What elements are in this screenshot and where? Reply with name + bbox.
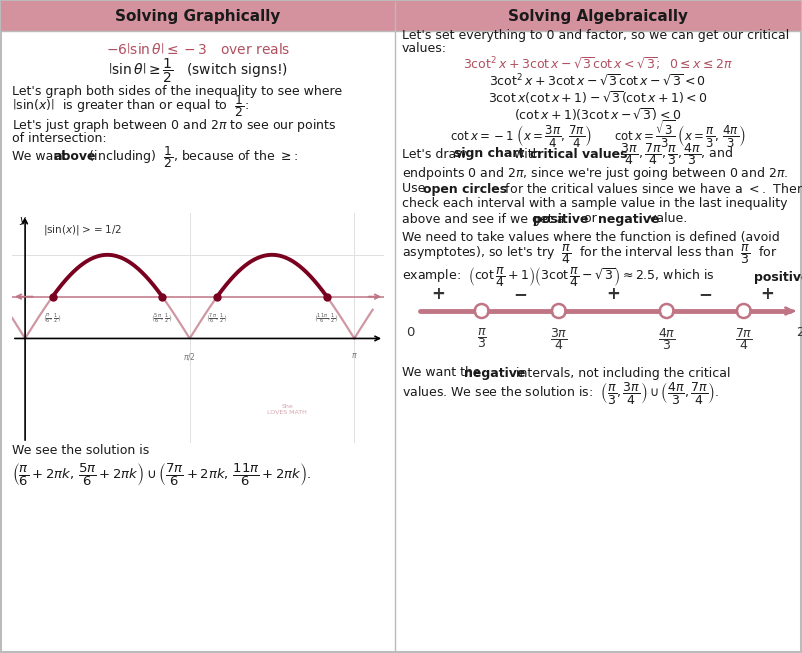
- Text: $\dfrac{4\pi}{3}$: $\dfrac{4\pi}{3}$: [658, 326, 675, 352]
- Text: +: +: [431, 285, 445, 303]
- Circle shape: [739, 306, 749, 317]
- Text: intervals, not including the critical: intervals, not including the critical: [512, 366, 731, 379]
- Text: Solving Algebraically: Solving Algebraically: [508, 8, 688, 24]
- Text: $\dfrac{3\pi}{4}$: $\dfrac{3\pi}{4}$: [550, 326, 568, 352]
- Text: $|\sin(x)| >= 1/2$: $|\sin(x)| >= 1/2$: [43, 223, 122, 237]
- Text: $\left(\frac{7\pi}{6},\frac{1}{2}\right)$: $\left(\frac{7\pi}{6},\frac{1}{2}\right)…: [206, 311, 228, 326]
- Text: y: y: [18, 215, 25, 225]
- Text: $3\cot^2 x+3\cot x-\sqrt{3}\cot x<\sqrt{3};\;\;0\leq x\leq2\pi$: $3\cot^2 x+3\cot x-\sqrt{3}\cot x<\sqrt{…: [463, 56, 733, 72]
- Text: sign chart: sign chart: [454, 148, 525, 161]
- Bar: [1, 1, 801, 31]
- Text: Let's draw: Let's draw: [402, 148, 471, 161]
- Circle shape: [553, 306, 565, 317]
- Text: $\left(\frac{11\pi}{6},\frac{1}{2}\right)$: $\left(\frac{11\pi}{6},\frac{1}{2}\right…: [314, 311, 339, 326]
- Text: Use: Use: [402, 182, 429, 195]
- Text: $3\cot x(\cot x+1)-\sqrt{3}(\cot x+1)<0$: $3\cot x(\cot x+1)-\sqrt{3}(\cot x+1)<0$: [488, 89, 707, 106]
- Text: or: or: [580, 212, 601, 225]
- Text: Solving Graphically: Solving Graphically: [115, 8, 281, 24]
- Text: $\pi$: $\pi$: [351, 351, 358, 360]
- Text: $-6\left|\sin\theta\right|\leq-3$   over reals: $-6\left|\sin\theta\right|\leq-3$ over r…: [106, 42, 290, 57]
- Text: open circles: open circles: [423, 182, 507, 195]
- Text: $\pi/2$: $\pi/2$: [183, 351, 196, 362]
- Text: above and see if we get a: above and see if we get a: [402, 212, 569, 225]
- Text: $\left(\dfrac{\pi}{6}+2\pi k,\,\dfrac{5\pi}{6}+2\pi k\right)\cup\left(\dfrac{7\p: $\left(\dfrac{\pi}{6}+2\pi k,\,\dfrac{5\…: [12, 462, 311, 488]
- Text: We want: We want: [12, 150, 70, 163]
- Circle shape: [661, 306, 672, 317]
- Text: negative: negative: [598, 212, 659, 225]
- Text: check each interval with a sample value in the last inequality: check each interval with a sample value …: [402, 197, 788, 210]
- Text: 0: 0: [406, 326, 414, 339]
- Text: negative: negative: [464, 366, 525, 379]
- Text: −: −: [513, 285, 527, 303]
- Text: +: +: [606, 285, 620, 303]
- Text: Let's set everything to 0 and factor, so we can get our critical: Let's set everything to 0 and factor, so…: [402, 29, 789, 42]
- Text: endpoints 0 and $2\pi$, since we're just going between 0 and $2\pi$.: endpoints 0 and $2\pi$, since we're just…: [402, 165, 788, 182]
- Text: We see the solution is: We see the solution is: [12, 443, 149, 456]
- Text: asymptotes), so let's try  $\dfrac{\pi}{4}$  for the interval less than  $\dfrac: asymptotes), so let's try $\dfrac{\pi}{4…: [402, 242, 778, 266]
- Text: Let's just graph between 0 and $2\pi$ to see our points: Let's just graph between 0 and $2\pi$ to…: [12, 116, 337, 133]
- Text: $3\cot^2 x+3\cot x-\sqrt{3}\cot x-\sqrt{3}<0$: $3\cot^2 x+3\cot x-\sqrt{3}\cot x-\sqrt{…: [489, 73, 707, 89]
- Text: +: +: [760, 285, 774, 303]
- Text: $\dfrac{\pi}{3}$: $\dfrac{\pi}{3}$: [476, 326, 487, 350]
- Text: with: with: [510, 148, 545, 161]
- Text: of intersection:: of intersection:: [12, 133, 107, 146]
- Text: $(\cot x+1)(3\cot x-\sqrt{3})<0$: $(\cot x+1)(3\cot x-\sqrt{3})<0$: [514, 106, 682, 123]
- Text: values:: values:: [402, 42, 447, 56]
- Text: $\left|\sin(x)\right|$  is greater than or equal to  $\dfrac{1}{2}$:: $\left|\sin(x)\right|$ is greater than o…: [12, 93, 249, 119]
- Text: $\left(\frac{5\pi}{6},\frac{1}{2}\right)$: $\left(\frac{5\pi}{6},\frac{1}{2}\right)…: [152, 311, 173, 326]
- Text: $\dfrac{7\pi}{4}$: $\dfrac{7\pi}{4}$: [735, 326, 752, 352]
- Text: value.: value.: [645, 212, 687, 225]
- Text: −: −: [699, 285, 712, 303]
- Text: example:  $\left(\cot\dfrac{\pi}{4}+1\right)\left(3\cot\dfrac{\pi}{4}-\sqrt{3}\r: example: $\left(\cot\dfrac{\pi}{4}+1\rig…: [402, 265, 715, 289]
- Text: She
LOVES MATH: She LOVES MATH: [267, 404, 307, 415]
- Text: for the critical values since we have a $<$.  Then: for the critical values since we have a …: [501, 182, 802, 196]
- Circle shape: [476, 306, 487, 317]
- Text: We need to take values where the function is defined (avoid: We need to take values where the functio…: [402, 231, 780, 244]
- Text: values. We see the solution is:  $\left(\dfrac{\pi}{3},\dfrac{3\pi}{4}\right)\cu: values. We see the solution is: $\left(\…: [402, 380, 719, 406]
- Text: positive: positive: [533, 212, 589, 225]
- Text: $\left|\sin\theta\right|\geq\dfrac{1}{2}$   (switch signs!): $\left|\sin\theta\right|\geq\dfrac{1}{2}…: [108, 57, 288, 85]
- Text: We want the: We want the: [402, 366, 484, 379]
- Text: $2\pi$: $2\pi$: [796, 326, 802, 339]
- Text: Let's graph both sides of the inequality to see where: Let's graph both sides of the inequality…: [12, 86, 342, 99]
- Text: positive: positive: [754, 270, 802, 283]
- Text: critical values: critical values: [530, 148, 627, 161]
- Text: $\left(\frac{\pi}{6},\frac{1}{2}\right)$: $\left(\frac{\pi}{6},\frac{1}{2}\right)$: [43, 311, 62, 326]
- Text: $\cot x=-1\;\left(x=\dfrac{3\pi}{4},\,\dfrac{7\pi}{4}\right)\qquad\cot x=\dfrac{: $\cot x=-1\;\left(x=\dfrac{3\pi}{4},\,\d…: [450, 118, 746, 150]
- Text: (including)  $\dfrac{1}{2}$, because of the $\geq$:: (including) $\dfrac{1}{2}$, because of t…: [85, 144, 298, 170]
- Text: above: above: [54, 150, 96, 163]
- Text: $\dfrac{3\pi}{4},\dfrac{7\pi}{4},\dfrac{\pi}{3},\dfrac{4\pi}{3}$, and: $\dfrac{3\pi}{4},\dfrac{7\pi}{4},\dfrac{…: [617, 141, 733, 167]
